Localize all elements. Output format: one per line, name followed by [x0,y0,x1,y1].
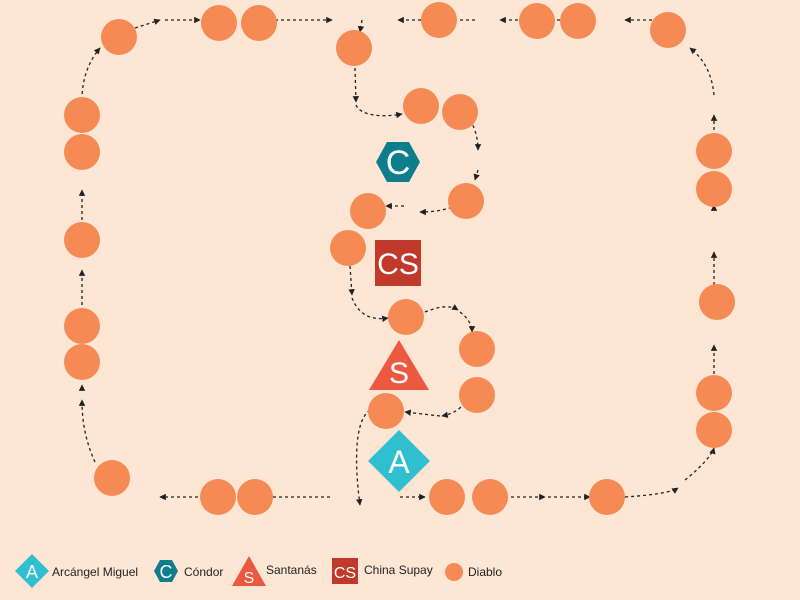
legend-square-icon [332,558,358,584]
legend-item-diablo: Diablo [445,563,502,581]
route-arrow [355,104,403,119]
route-arrow [689,47,715,96]
route-arrow [424,304,459,313]
santanas-letter: S [389,357,409,390]
diablo-dancer [64,308,100,344]
santanas-figure: S [369,340,429,390]
route-arrow [78,399,96,463]
legend-label-condor: Cóndor [184,565,223,579]
china-supay-letter: CS [377,248,419,281]
legend-item-santanas: S Santanás [232,556,317,587]
diablo-dancer [459,377,495,413]
route-arrow [134,18,161,29]
diablo-dancer [64,134,100,170]
route-arrow [624,487,679,498]
legend-diamond-letter: A [26,562,38,582]
santanas-triangle-icon [369,340,429,390]
diablo-dancer [472,479,508,515]
diablo-dancer [94,460,130,496]
diablo-dancer [241,5,277,41]
legend-item-arcangel: A Arcángel Miguel [15,554,138,588]
arcangel-diamond-icon [368,430,430,492]
diablo-dancer [696,171,732,207]
diablo-dancer [368,393,404,429]
diablo-dancer [696,375,732,411]
legend-circle-icon [445,563,463,581]
diablo-dancer [448,183,484,219]
legend-triangle-icon [232,556,266,586]
route-arrow [352,67,360,103]
legend-square-letter: CS [334,565,356,582]
route-arrow [355,409,371,506]
legend-label-arcangel: Arcángel Miguel [52,565,138,579]
route-arrow [348,265,355,296]
legend-hexagon-icon [154,560,178,582]
diablo-dancer [699,284,735,320]
legend-triangle-letter: S [244,570,255,587]
legend-diamond-icon [15,554,49,588]
diablo-dancer [421,2,457,38]
legend: A Arcángel Miguel C Cóndor S Santanás CS… [15,554,502,588]
diablo-dancer [200,479,236,515]
diablo-dancer [589,479,625,515]
legend-hexagon-letter: C [160,562,173,582]
arcangel-figure: A [368,430,430,492]
diablo-dancer [336,30,372,66]
legend-item-condor: C Cóndor [154,560,223,582]
condor-hexagon-icon [376,142,420,182]
diablo-dancer [64,344,100,380]
route-arrow [351,297,389,323]
legend-label-china-supay: China Supay [364,563,433,577]
arcangel-letter: A [388,444,410,480]
condor-letter: C [386,144,411,182]
diablo-dancer [696,133,732,169]
diablo-dancer [696,412,732,448]
diablo-dancer [650,12,686,48]
dancers-layer [64,2,735,515]
china-supay-figure: CS [375,240,421,286]
china-supay-square-icon [375,240,421,286]
diablo-dancer [459,331,495,367]
diablo-dancer [64,222,100,258]
route-arrow [81,47,101,101]
diablo-dancer [403,88,439,124]
route-arrow [459,311,476,333]
diablo-dancer [519,3,555,39]
legend-item-china-supay: CS China Supay [332,558,433,584]
route-arrow [684,447,716,481]
diablo-dancer [101,19,137,55]
diablo-dancer [560,3,596,39]
route-arrow [404,409,441,417]
diablo-dancer [64,97,100,133]
diablo-dancer [442,94,478,130]
diablo-dancer [201,5,237,41]
diablo-dancer [429,479,465,515]
diablo-dancer [330,230,366,266]
condor-figure: C [376,142,420,182]
diablo-dancer [237,479,273,515]
legend-label-diablo: Diablo [468,565,502,579]
route-arrow [473,169,480,181]
legend-label-santanas: Santanás [266,563,317,577]
diablo-dancer [350,193,386,229]
diablo-dancer [388,299,424,335]
route-arrow [357,19,365,33]
